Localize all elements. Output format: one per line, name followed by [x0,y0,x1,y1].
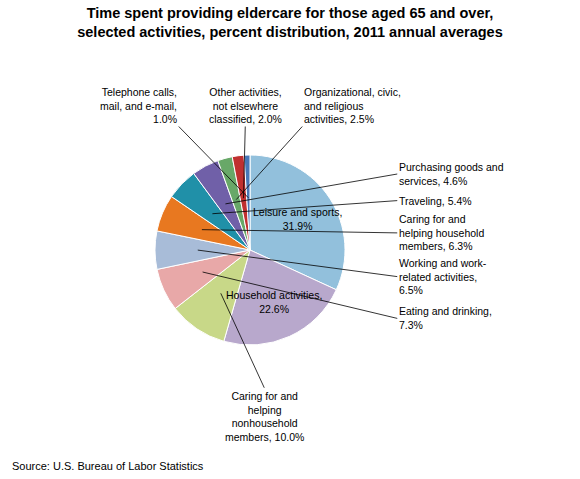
svg-text:Other activities,not elsewhere: Other activities,not elsewhereclassified… [209,86,282,125]
svg-text:Household activities,22.6%: Household activities,22.6% [226,289,322,315]
svg-text:Time spent providing eldercare: Time spent providing eldercare for those… [77,5,503,40]
svg-text:Traveling, 5.4%: Traveling, 5.4% [399,195,472,207]
svg-text:Leisure and sports,31.9%: Leisure and sports,31.9% [253,206,342,232]
svg-text:Eating and drinking,7.3%: Eating and drinking,7.3% [399,305,492,331]
svg-text:Source: U.S. Bureau of Labor S: Source: U.S. Bureau of Labor Statistics [12,460,204,472]
svg-text:Purchasing goods andservices,: Purchasing goods andservices, 4.6% [399,161,504,187]
svg-text:Working and work-related activ: Working and work-related activities,6.5% [399,257,487,296]
svg-text:Organizational, civic,and reli: Organizational, civic,and religiousactiv… [304,86,401,125]
svg-text:Caring for andhelpingnonhouseh: Caring for andhelpingnonhouseholdmembers… [225,390,304,443]
svg-text:Caring for andhelping househol: Caring for andhelping householdmembers, … [399,213,484,252]
svg-text:Telephone calls,mail, and e-ma: Telephone calls,mail, and e-mail,1.0% [100,86,177,125]
